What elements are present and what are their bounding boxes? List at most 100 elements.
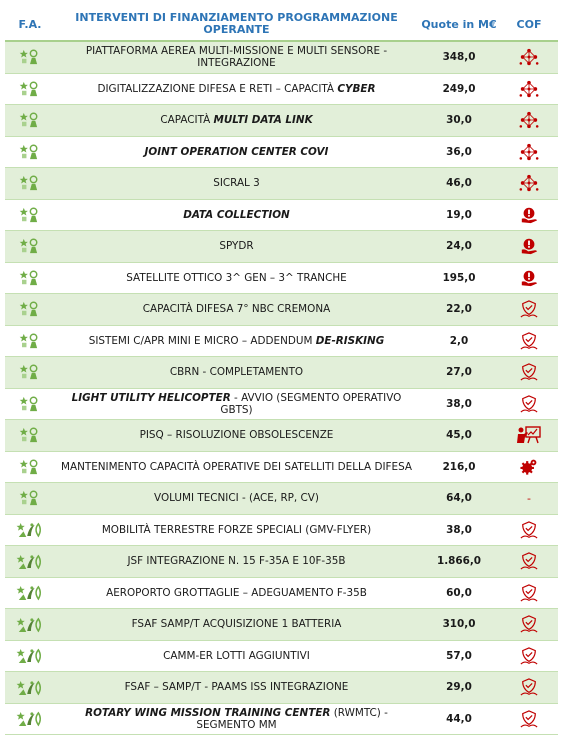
table-row: PISQ – RISOLUZIONE OBSOLESCENZE 45,0 <box>5 420 558 452</box>
icon <box>519 647 539 665</box>
table-row: SICRAL 3 46,0 <box>5 168 558 200</box>
quote-cell: 45,0 <box>446 429 472 442</box>
intervento-text: CAPACITÀ <box>160 114 214 127</box>
intervento-text: DE-RISKING <box>315 334 385 347</box>
quote-cell: 1.866,0 <box>436 555 482 568</box>
cof-cell <box>500 363 558 381</box>
fa-cell <box>5 490 55 506</box>
quote-cell: 46,0 <box>446 177 472 190</box>
table-row: MOBILITÀ TERRESTRE FORZE SPECIALI (GMV-F… <box>5 515 558 546</box>
intervento-cell: CAPACITÀ DIFESA 7° NBC CREMONA <box>55 303 418 315</box>
cof-cell <box>500 300 558 318</box>
intervento-text: CYBER <box>337 82 376 95</box>
icon <box>16 616 44 633</box>
icon <box>19 270 41 286</box>
cof-cell: - <box>527 491 531 505</box>
intervento-cell: CAPACITÀ MULTI DATA LINK <box>55 114 418 126</box>
icon <box>519 363 539 381</box>
quote-cell: 27,0 <box>446 366 472 379</box>
intervento-cell: CAMM-ER LOTTI AGGIUNTIVI <box>55 650 418 662</box>
intervento-cell: SICRAL 3 <box>55 177 418 189</box>
intervento-text: MULTI DATA LINK <box>213 114 313 127</box>
intervento-text: AEROPORTO GROTTAGLIE – ADEGUAMENTO F-35B <box>106 586 367 599</box>
icon <box>519 300 539 318</box>
table-row: SPYDR 24,0 <box>5 231 558 263</box>
quote-cell: 29,0 <box>446 681 472 694</box>
icon <box>519 521 539 539</box>
intervento-text: PIATTAFORMA AEREA MULTI-MISSIONE E MULTI… <box>85 45 388 70</box>
table-row: JSF INTEGRAZIONE N. 15 F-35A E 10F-35B 1.… <box>5 546 558 578</box>
cof-cell <box>500 395 558 413</box>
icon <box>519 269 539 287</box>
icon <box>19 49 41 65</box>
intervento-text: SISTEMI C/APR MINI E MICRO – ADDENDUM <box>88 334 316 347</box>
quote-cell: 57,0 <box>446 649 472 662</box>
icon <box>16 647 44 664</box>
intervento-cell: VOLUMI TECNICI - (ACE, RP, CV) <box>55 492 418 504</box>
fa-cell <box>5 396 55 412</box>
cof-cell <box>500 647 558 665</box>
quote-cell: 249,0 <box>442 82 476 95</box>
cof-cell <box>500 678 558 696</box>
icon <box>519 458 539 476</box>
quote-cell: 64,0 <box>446 492 472 505</box>
icon <box>519 678 539 696</box>
intervento-text: PISQ – RISOLUZIONE OBSOLESCENZE <box>139 429 334 442</box>
icon <box>16 710 44 727</box>
cof-cell <box>500 111 558 129</box>
header-cell: F.A. <box>18 17 42 31</box>
quote-cell: 195,0 <box>442 271 476 284</box>
header-cell: COF <box>516 17 542 31</box>
fa-cell <box>5 301 55 317</box>
intervento-text: FSAF – SAMP/T - PAAMS ISS INTEGRAZIONE <box>124 681 349 694</box>
table: F.A. INTERVENTI DI FINANZIAMENTO PROGRAM… <box>5 4 558 739</box>
quote-cell: 22,0 <box>446 303 472 316</box>
fa-cell <box>5 49 55 65</box>
table-row: CBRN - COMPLETAMENTO 27,0 <box>5 357 558 389</box>
fa-cell <box>5 270 55 286</box>
fa-cell <box>5 427 55 443</box>
icon <box>19 238 41 254</box>
cof-cell <box>500 269 558 287</box>
icon <box>519 615 539 633</box>
table-row: ROTARY WING MISSION TRAINING CENTER (RWM… <box>5 704 558 735</box>
intervento-text: CAPACITÀ DIFESA 7° NBC CREMONA <box>142 303 331 316</box>
table-row: CAMM-ER LOTTI AGGIUNTIVI 57,0 <box>5 641 558 672</box>
intervento-cell: SISTEMI C/APR MINI E MICRO – ADDENDUM DE… <box>55 335 418 347</box>
icon <box>517 426 541 444</box>
table-row: FSAF SAMP/T ACQUISIZIONE 1 BATTERIA 310,0 <box>5 609 558 641</box>
intervento-cell: MANTENIMENTO CAPACITÀ OPERATIVE DEI SATE… <box>55 461 418 473</box>
intervento-cell: AEROPORTO GROTTAGLIE – ADEGUAMENTO F-35B <box>55 587 418 599</box>
cof-cell <box>500 80 558 98</box>
cof-cell <box>500 332 558 350</box>
quote-cell: 60,0 <box>446 586 472 599</box>
intervento-cell: JOINT OPERATION CENTER COVI <box>55 146 418 158</box>
cof-cell <box>500 584 558 602</box>
intervento-cell: SPYDR <box>55 240 418 252</box>
icon <box>19 175 41 191</box>
fa-cell <box>5 112 55 128</box>
quote-cell: 30,0 <box>446 114 472 127</box>
table-row: CAPACITÀ DIFESA 7° NBC CREMONA 22,0 <box>5 294 558 326</box>
icon <box>16 553 44 570</box>
header-cell: INTERVENTI DI FINANZIAMENTO PROGRAMMAZIO… <box>75 11 398 36</box>
quote-cell: 44,0 <box>446 712 472 725</box>
fa-cell <box>5 553 55 570</box>
icon <box>19 333 41 349</box>
intervento-text: SICRAL 3 <box>213 177 260 190</box>
icon <box>519 206 539 224</box>
page: F.A. INTERVENTI DI FINANZIAMENTO PROGRAM… <box>0 4 563 747</box>
cof-cell <box>500 143 558 161</box>
icon <box>519 584 539 602</box>
intervento-cell: ROTARY WING MISSION TRAINING CENTER (RWM… <box>55 707 418 731</box>
fa-cell <box>5 679 55 696</box>
cof-cell <box>500 710 558 728</box>
quote-cell: 216,0 <box>442 460 476 473</box>
table-row: PIATTAFORMA AEREA MULTI-MISSIONE E MULTI… <box>5 42 558 74</box>
icon <box>519 174 539 192</box>
icon <box>19 301 41 317</box>
table-row: JOINT OPERATION CENTER COVI 36,0 <box>5 137 558 168</box>
fa-cell <box>5 647 55 664</box>
intervento-cell: FSAF – SAMP/T - PAAMS ISS INTEGRAZIONE <box>55 681 418 693</box>
icon <box>19 396 41 412</box>
